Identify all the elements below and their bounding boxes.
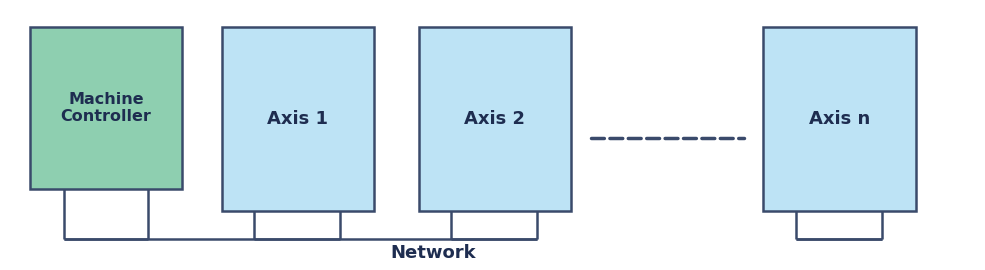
Text: Network: Network [391,244,476,262]
FancyBboxPatch shape [763,27,916,211]
Text: Axis 1: Axis 1 [268,110,328,128]
Text: Axis n: Axis n [809,110,871,128]
Text: Axis 2: Axis 2 [465,110,525,128]
FancyBboxPatch shape [419,27,571,211]
FancyBboxPatch shape [30,27,182,189]
FancyBboxPatch shape [222,27,374,211]
Text: Machine
Controller: Machine Controller [60,92,152,124]
